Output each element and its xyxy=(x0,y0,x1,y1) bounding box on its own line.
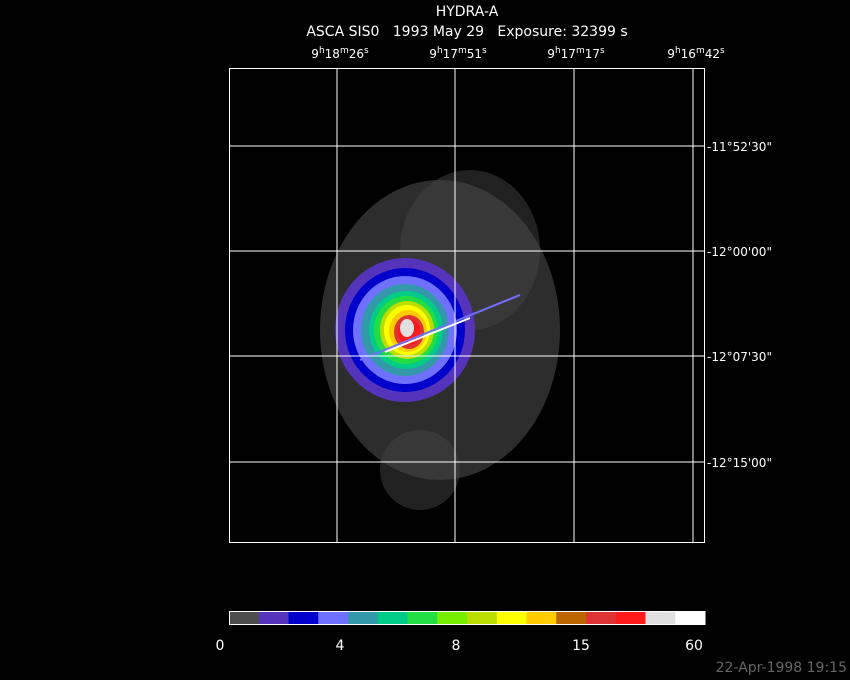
ra-value: 9 xyxy=(547,47,555,61)
colorbar-cell xyxy=(556,611,587,625)
dec-label: -12°15'00" xyxy=(707,456,772,470)
streak xyxy=(384,317,471,353)
ra-unit: m xyxy=(576,46,585,56)
ra-unit: s xyxy=(600,46,605,56)
ra-value: 16 xyxy=(681,47,696,61)
ra-value: 17 xyxy=(561,47,576,61)
colorbar-label: 15 xyxy=(572,638,590,654)
colorbar-cell xyxy=(467,611,498,625)
ra-value: 51 xyxy=(467,47,482,61)
image-frame xyxy=(229,68,705,543)
ra-unit: s xyxy=(482,46,487,56)
ra-value: 17 xyxy=(443,47,458,61)
contour xyxy=(400,319,414,337)
dec-labels: -11°52'30" -12°00'00" -12°07'30" -12°15'00" xyxy=(707,140,772,470)
ra-value: 9 xyxy=(667,47,675,61)
colorbar-cell xyxy=(348,611,379,625)
colorbar-cell xyxy=(377,611,408,625)
colorbar-label: 8 xyxy=(452,638,461,654)
colorbar-cell xyxy=(318,611,349,625)
ra-unit: s xyxy=(720,46,725,56)
colorbar-cell xyxy=(407,611,438,625)
colorbar-label: 0 xyxy=(216,638,225,654)
dec-label: -11°52'30" xyxy=(707,140,772,154)
streak xyxy=(359,294,521,361)
ra-value: 18 xyxy=(325,47,340,61)
ra-label: 9h17m51s xyxy=(429,46,487,61)
ra-unit: h xyxy=(437,46,443,56)
ra-unit: h xyxy=(675,46,681,56)
colorbar-label: 60 xyxy=(685,638,703,654)
ra-unit: h xyxy=(555,46,561,56)
image xyxy=(229,68,705,543)
dec-label: -12°07'30" xyxy=(707,350,772,364)
ra-value: 26 xyxy=(349,47,364,61)
colorbar-label: 4 xyxy=(336,638,345,654)
colorbar-cell xyxy=(229,611,260,625)
ra-value: 17 xyxy=(585,47,600,61)
ra-unit: m xyxy=(458,46,467,56)
colorbar-cell xyxy=(675,611,706,625)
colorbar-cell xyxy=(437,611,468,625)
colorbar-cell xyxy=(288,611,319,625)
colorbar: 0 4 8 15 60 xyxy=(216,611,706,654)
colorbar-cell xyxy=(258,611,289,625)
timestamp: 22-Apr-1998 19:15 xyxy=(716,660,847,676)
colorbar-frame xyxy=(229,611,705,625)
subtitle: ASCA SIS0 1993 May 29 Exposure: 32399 s xyxy=(306,24,627,40)
ra-label: 9h16m42s xyxy=(667,46,725,61)
ra-unit: h xyxy=(319,46,325,56)
diffuse-emission xyxy=(380,430,460,510)
ra-value: 42 xyxy=(705,47,720,61)
ra-value: 9 xyxy=(429,47,437,61)
colorbar-cell xyxy=(645,611,676,625)
ra-unit: m xyxy=(696,46,705,56)
ra-label: 9h18m26s xyxy=(311,46,369,61)
colorbar-cell xyxy=(526,611,557,625)
ra-label: 9h17m17s xyxy=(547,46,605,61)
colorbar-cell xyxy=(586,611,617,625)
ra-unit: m xyxy=(340,46,349,56)
ra-labels: 9h18m26s 9h17m51s 9h17m17s 9h16m42s xyxy=(311,46,725,61)
ra-unit: s xyxy=(364,46,369,56)
colorbar-cell xyxy=(615,611,646,625)
ra-value: 9 xyxy=(311,47,319,61)
dec-label: -12°00'00" xyxy=(707,245,772,259)
colorbar-cell xyxy=(496,611,527,625)
title: HYDRA-A xyxy=(436,4,499,20)
